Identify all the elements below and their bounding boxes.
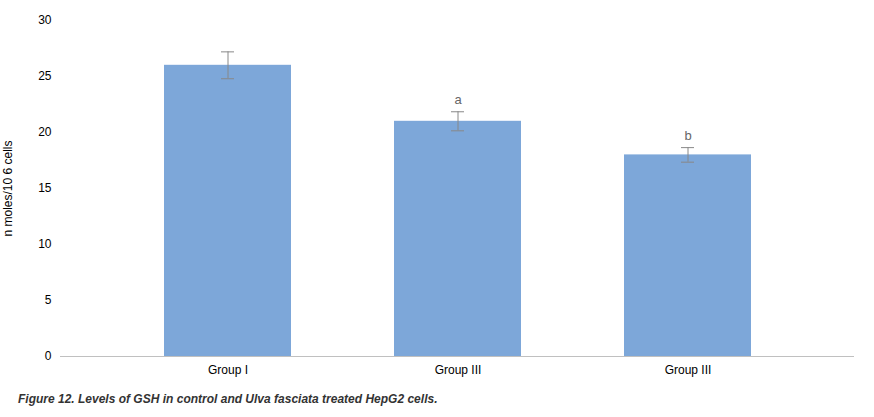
svg-text:10: 10: [38, 237, 52, 251]
svg-text:0: 0: [45, 349, 52, 363]
svg-text:a: a: [454, 92, 462, 107]
svg-text:30: 30: [38, 13, 52, 27]
svg-text:Group III: Group III: [435, 363, 482, 377]
svg-text:20: 20: [38, 125, 52, 139]
svg-text:15: 15: [38, 181, 52, 195]
svg-text:b: b: [684, 128, 691, 143]
svg-text:Group III: Group III: [665, 363, 712, 377]
svg-text:Group I: Group I: [208, 363, 248, 377]
svg-text:5: 5: [45, 293, 52, 307]
html-text:Figure 12. Levels of GSH in co: Figure 12. Levels of GSH in control and …: [18, 392, 438, 406]
svg-text:25: 25: [38, 69, 52, 83]
svg-text:n moles/10 6 cells: n moles/10 6 cells: [1, 140, 15, 236]
